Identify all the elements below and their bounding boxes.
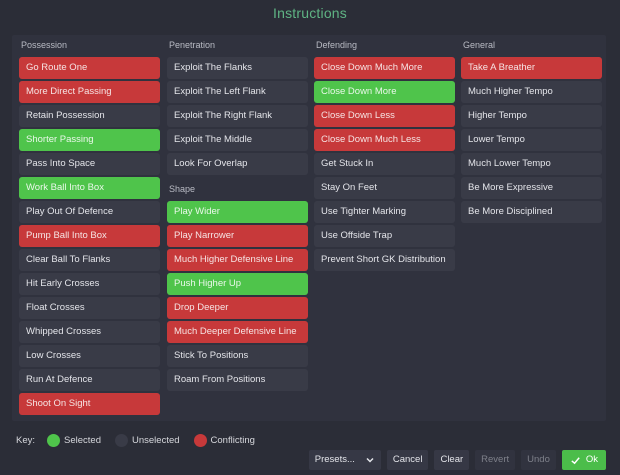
instruction-option[interactable]: Look For Overlap	[167, 153, 308, 175]
unselected-dot-icon	[115, 433, 128, 447]
column-header: General	[463, 40, 496, 50]
instruction-option[interactable]: Much Higher Tempo	[461, 81, 602, 103]
ok-button[interactable]: Ok	[561, 450, 606, 470]
instruction-option[interactable]: More Direct Passing	[19, 81, 160, 103]
column-header: Penetration	[169, 40, 216, 50]
instruction-option[interactable]: Much Deeper Defensive Line	[167, 321, 308, 343]
key-item-label: Selected	[64, 434, 101, 446]
instruction-option[interactable]: Close Down Less	[314, 105, 455, 127]
instruction-option[interactable]: Work Ball Into Box	[19, 177, 160, 199]
key-item-conflicting: Conflicting	[193, 433, 255, 447]
instruction-option[interactable]: Much Higher Defensive Line	[167, 249, 308, 271]
instruction-option[interactable]: Exploit The Right Flank	[167, 105, 308, 127]
option-list: Go Route One More Direct Passing Retain Po…	[19, 57, 160, 417]
instruction-option[interactable]: Low Crosses	[19, 345, 160, 367]
key-item-selected: Selected	[47, 433, 101, 447]
instruction-option[interactable]: Lower Tempo	[461, 129, 602, 151]
key-item-label: Unselected	[132, 434, 180, 446]
instructions-panel: Possession Go Route One More Direct Passi…	[12, 35, 606, 421]
instruction-option[interactable]: Roam From Positions	[167, 369, 308, 391]
footer-actions: Presets... Cancel Clear Revert Undo Ok	[308, 450, 606, 470]
instruction-option[interactable]: Pass Into Space	[19, 153, 160, 175]
instruction-option[interactable]: Get Stuck In	[314, 153, 455, 175]
instruction-option[interactable]: Hit Early Crosses	[19, 273, 160, 295]
column-header: Possession	[21, 40, 68, 50]
option-list: Exploit The Flanks Exploit The Left Flank…	[167, 57, 308, 177]
instruction-option[interactable]: Close Down More	[314, 81, 455, 103]
instruction-option[interactable]: Retain Possession	[19, 105, 160, 127]
instruction-option[interactable]: Play Out Of Defence	[19, 201, 160, 223]
option-list: Take A Breather Much Higher Tempo Higher T…	[461, 57, 602, 225]
legend-key: Key: Selected Unselected Conflicting	[16, 432, 269, 448]
check-icon	[571, 456, 580, 464]
chevron-down-icon	[366, 457, 374, 463]
instruction-option[interactable]: Shorter Passing	[19, 129, 160, 151]
revert-button[interactable]: Revert	[475, 450, 516, 470]
instruction-option[interactable]: Close Down Much More	[314, 57, 455, 79]
instruction-option[interactable]: Drop Deeper	[167, 297, 308, 319]
instruction-option[interactable]: Float Crosses	[19, 297, 160, 319]
selected-dot-icon	[47, 433, 61, 447]
key-label: Key:	[16, 434, 36, 446]
instruction-option[interactable]: Be More Expressive	[461, 177, 602, 199]
key-item-unselected: Unselected	[115, 433, 180, 447]
instruction-option[interactable]: Go Route One	[19, 57, 160, 79]
instruction-option[interactable]: Shoot On Sight	[19, 393, 160, 415]
presets-dropdown[interactable]: Presets...	[308, 450, 381, 470]
option-list: Close Down Much More Close Down More Close…	[314, 57, 455, 273]
instruction-option[interactable]: Much Lower Tempo	[461, 153, 602, 175]
instruction-option[interactable]: Close Down Much Less	[314, 129, 455, 151]
instruction-option[interactable]: Stick To Positions	[167, 345, 308, 367]
presets-label: Presets...	[314, 454, 355, 465]
instruction-option[interactable]: Use Offside Trap	[314, 225, 455, 247]
instruction-option[interactable]: Push Higher Up	[167, 273, 308, 295]
instruction-option[interactable]: Be More Disciplined	[461, 201, 602, 223]
undo-button[interactable]: Undo	[521, 450, 556, 470]
instruction-option[interactable]: Prevent Short GK Distribution	[314, 249, 455, 271]
ok-label: Ok	[585, 454, 598, 465]
instruction-option[interactable]: Play Wider	[167, 201, 308, 223]
column-header: Defending	[316, 40, 358, 50]
instruction-option[interactable]: Clear Ball To Flanks	[19, 249, 160, 271]
instruction-option[interactable]: Stay On Feet	[314, 177, 455, 199]
instruction-option[interactable]: Take A Breather	[461, 57, 602, 79]
section-header-shape: Shape	[169, 184, 196, 194]
clear-button[interactable]: Clear	[434, 450, 470, 470]
key-item-label: Conflicting	[210, 434, 255, 446]
instruction-option[interactable]: Run At Defence	[19, 369, 160, 391]
cancel-button[interactable]: Cancel	[386, 450, 429, 470]
instruction-option[interactable]: Play Narrower	[167, 225, 308, 247]
instruction-option[interactable]: Whipped Crosses	[19, 321, 160, 343]
instruction-option[interactable]: Pump Ball Into Box	[19, 225, 160, 247]
option-list: Play Wider Play Narrower Much Higher Defen…	[167, 201, 308, 393]
conflicting-dot-icon	[193, 433, 207, 447]
instruction-option[interactable]: Higher Tempo	[461, 105, 602, 127]
instruction-option[interactable]: Exploit The Middle	[167, 129, 308, 151]
instruction-option[interactable]: Exploit The Left Flank	[167, 81, 308, 103]
instruction-option[interactable]: Use Tighter Marking	[314, 201, 455, 223]
instruction-option[interactable]: Exploit The Flanks	[167, 57, 308, 79]
window-title: Instructions	[273, 5, 347, 21]
